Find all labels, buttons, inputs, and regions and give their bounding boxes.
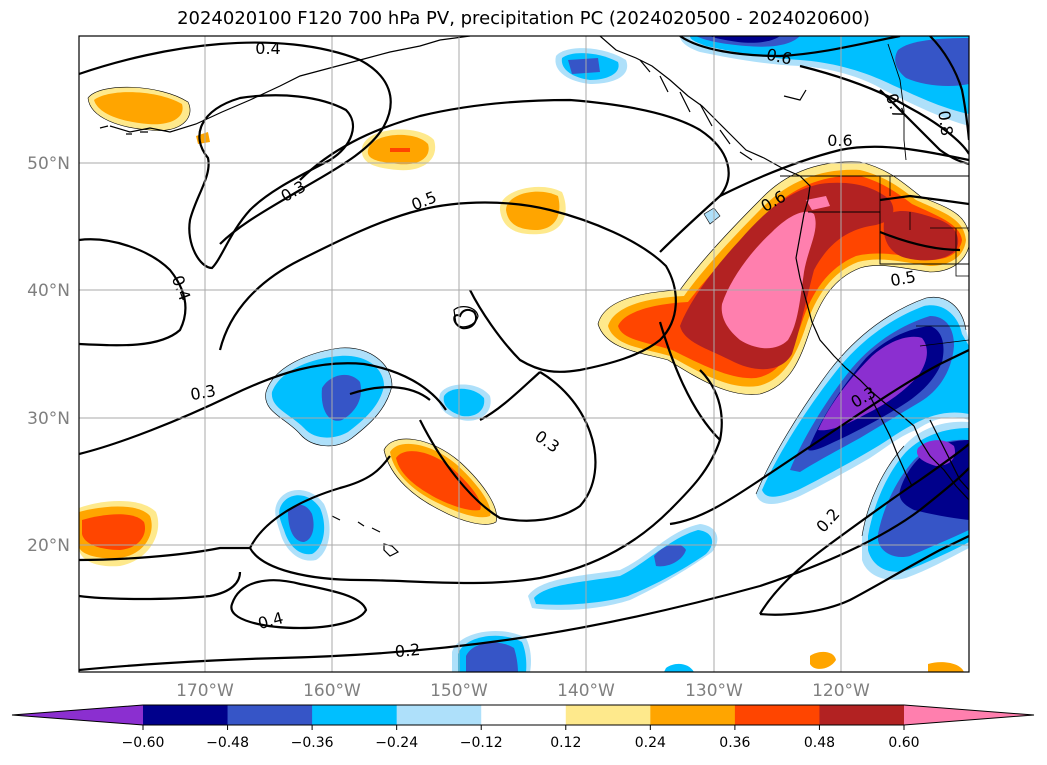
colorbar-segment — [312, 705, 398, 725]
contour-label: 0.5 — [889, 267, 917, 290]
colorbar-extend-low — [12, 705, 143, 725]
gridlines — [79, 36, 969, 672]
colorbar-tick-label: 0.12 — [550, 735, 581, 751]
lon-label-170w: 170°W — [176, 681, 234, 701]
latitude-labels: 50°N 40°N 30°N 20°N — [27, 154, 70, 556]
colorbar-segment — [143, 705, 229, 725]
colorbar-segment — [396, 705, 482, 725]
colorbar-tick-label: −0.48 — [206, 735, 249, 751]
lon-label-150w: 150°W — [430, 681, 488, 701]
colorbar-segment — [481, 705, 567, 725]
colorbar-tick-label: −0.24 — [375, 735, 418, 751]
map-frame — [78, 35, 970, 673]
colorbar: −0.60 −0.48 −0.36 −0.24 −0.12 0.12 0.24 0.36 0.4… — [11, 704, 1035, 751]
colorbar-tick-label: −0.12 — [460, 735, 503, 751]
lat-label-50n: 50°N — [27, 154, 70, 174]
map-background — [79, 36, 969, 672]
colorbar-extend-high — [904, 705, 1034, 725]
contour-label: 0.6 — [827, 131, 852, 150]
map-title: 2024020100 F120 700 hPa PV, precipitatio… — [177, 8, 870, 29]
colorbar-tick-label: −0.36 — [291, 735, 334, 751]
colorbar-tick-label: 0.36 — [719, 735, 750, 751]
lat-label-40n: 40°N — [27, 281, 70, 301]
lon-label-160w: 160°W — [303, 681, 361, 701]
pv-contours — [79, 36, 969, 672]
colorbar-segment — [819, 705, 905, 725]
colorbar-tick-label: 0.24 — [635, 735, 666, 751]
lon-label-140w: 140°W — [557, 681, 615, 701]
lon-label-130w: 130°W — [685, 681, 743, 701]
precip-shading — [79, 36, 969, 672]
lat-label-20n: 20°N — [27, 536, 70, 556]
colorbar-tick-label: −0.60 — [122, 735, 165, 751]
contour-label: 0.4 — [255, 39, 280, 58]
lat-label-30n: 30°N — [27, 409, 70, 429]
colorbar-segment — [227, 705, 313, 725]
longitude-labels: 170°W 160°W 150°W 140°W 130°W 120°W — [176, 681, 870, 701]
colorbar-tick-label: 0.48 — [804, 735, 835, 751]
shading-outlines — [87, 86, 969, 537]
colorbar-segment — [650, 705, 736, 725]
colorbar-segment — [565, 705, 651, 725]
contour-label: 0.8 — [934, 109, 956, 137]
contour-label: 0.3 — [189, 381, 217, 404]
contour-label: 0.2 — [394, 640, 421, 661]
colorbar-segment — [734, 705, 820, 725]
contour-label: 0.6 — [765, 45, 794, 69]
colorbar-tick-label: 0.60 — [888, 735, 919, 751]
lon-label-120w: 120°W — [812, 681, 870, 701]
